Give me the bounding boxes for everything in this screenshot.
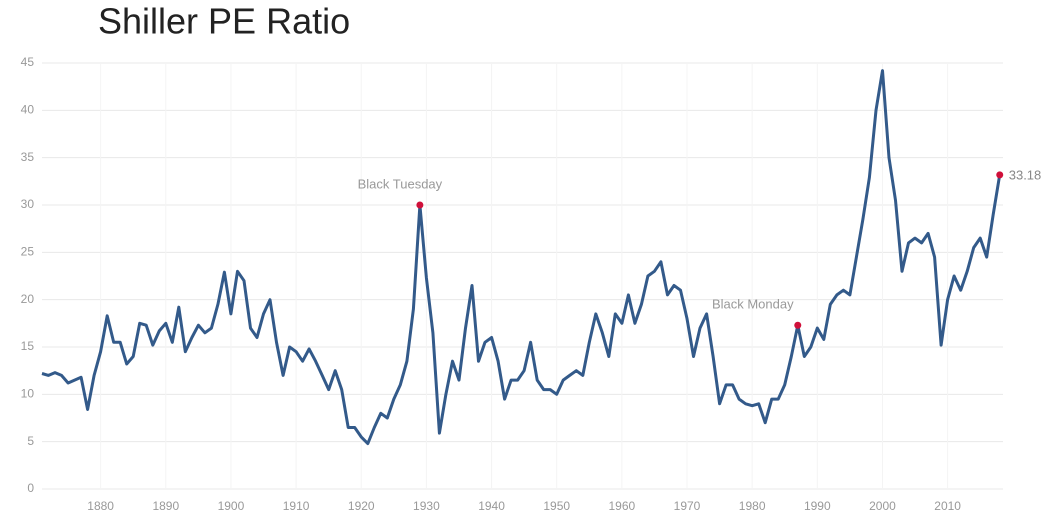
y-tick-label: 5 (27, 434, 34, 448)
x-tick-label: 1960 (609, 499, 636, 513)
x-tick-label: 1880 (87, 499, 114, 513)
x-tick-label: 1920 (348, 499, 375, 513)
annotation: Black Tuesday (358, 176, 443, 191)
y-tick-label: 45 (21, 55, 35, 69)
y-tick-label: 35 (21, 150, 35, 164)
x-tick-label: 1910 (283, 499, 310, 513)
annotation: Black Monday (712, 297, 794, 312)
x-tick-label: 1980 (739, 499, 766, 513)
annotation: 33.18 (1009, 167, 1042, 182)
x-tick-label: 1990 (804, 499, 831, 513)
y-tick-label: 40 (21, 103, 35, 117)
x-tick-label: 2000 (869, 499, 896, 513)
x-tick-label: 2010 (934, 499, 961, 513)
chart-title: Shiller PE Ratio (98, 1, 350, 42)
x-tick-label: 1930 (413, 499, 440, 513)
y-tick-label: 20 (21, 292, 35, 306)
y-tick-label: 30 (21, 197, 35, 211)
x-tick-label: 1940 (478, 499, 505, 513)
y-tick-label: 0 (27, 481, 34, 495)
y-tick-label: 10 (21, 387, 35, 401)
marker (996, 171, 1004, 179)
x-tick-label: 1900 (218, 499, 245, 513)
y-tick-label: 25 (21, 245, 35, 259)
line (41, 69, 1002, 446)
marker (794, 321, 802, 329)
x-tick-label: 1950 (543, 499, 570, 513)
x-tick-label: 1890 (152, 499, 179, 513)
y-tick-label: 15 (21, 339, 35, 353)
marker (416, 201, 424, 209)
x-tick-label: 1970 (674, 499, 701, 513)
